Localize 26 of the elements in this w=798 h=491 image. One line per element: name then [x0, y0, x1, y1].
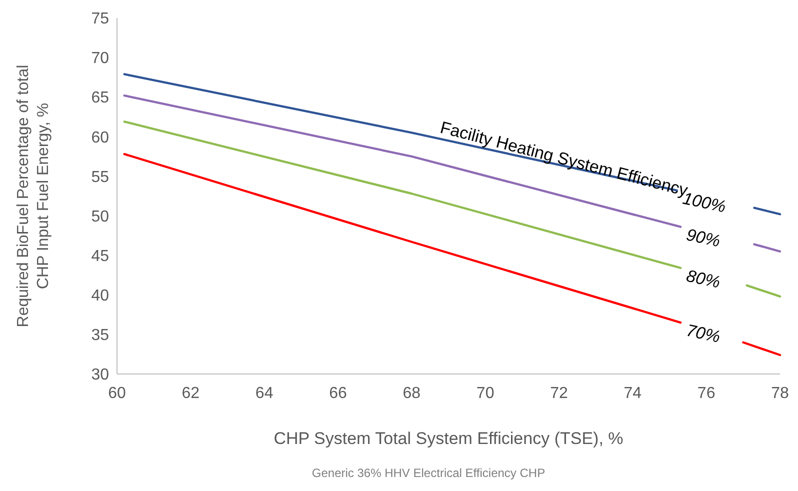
y-tick-label: 55: [91, 168, 110, 186]
x-tick-label: 72: [550, 385, 568, 402]
x-tick-label: 66: [329, 385, 347, 402]
y-tick-label: 30: [91, 366, 110, 384]
y-tick-label: 75: [91, 10, 110, 28]
text: Generic 36% HHV Electrical Efficiency CHP: [312, 466, 546, 480]
x-tick-label: 68: [402, 385, 421, 402]
x-tick-label: 76: [697, 385, 716, 402]
x-tick-label: 74: [624, 385, 642, 402]
x-tick-label: 64: [255, 385, 274, 402]
y-axis-title: Required BioFuel Percentage of total CHP Input Fuel Energy, %: [15, 64, 52, 328]
y-tick-label: 65: [91, 90, 110, 107]
y-tick-label: 70: [91, 50, 110, 68]
y-tick-label: 40: [91, 287, 110, 304]
x-tick-label: 60: [108, 385, 126, 402]
y-tick-label: 60: [91, 129, 110, 146]
y-tick-label: 35: [91, 327, 110, 344]
x-axis-title: CHP System Total System Efficiency (TSE), %: [274, 429, 624, 448]
text: 90%: [684, 225, 722, 251]
x-tick-label: 70: [476, 385, 494, 402]
text: 70%: [684, 320, 722, 347]
x-tick-label: 62: [182, 385, 200, 402]
x-tick-label: 78: [771, 385, 789, 402]
y-tick-label: 45: [91, 248, 110, 265]
y-tick-label: 50: [91, 208, 110, 226]
text: 80%: [684, 266, 722, 292]
